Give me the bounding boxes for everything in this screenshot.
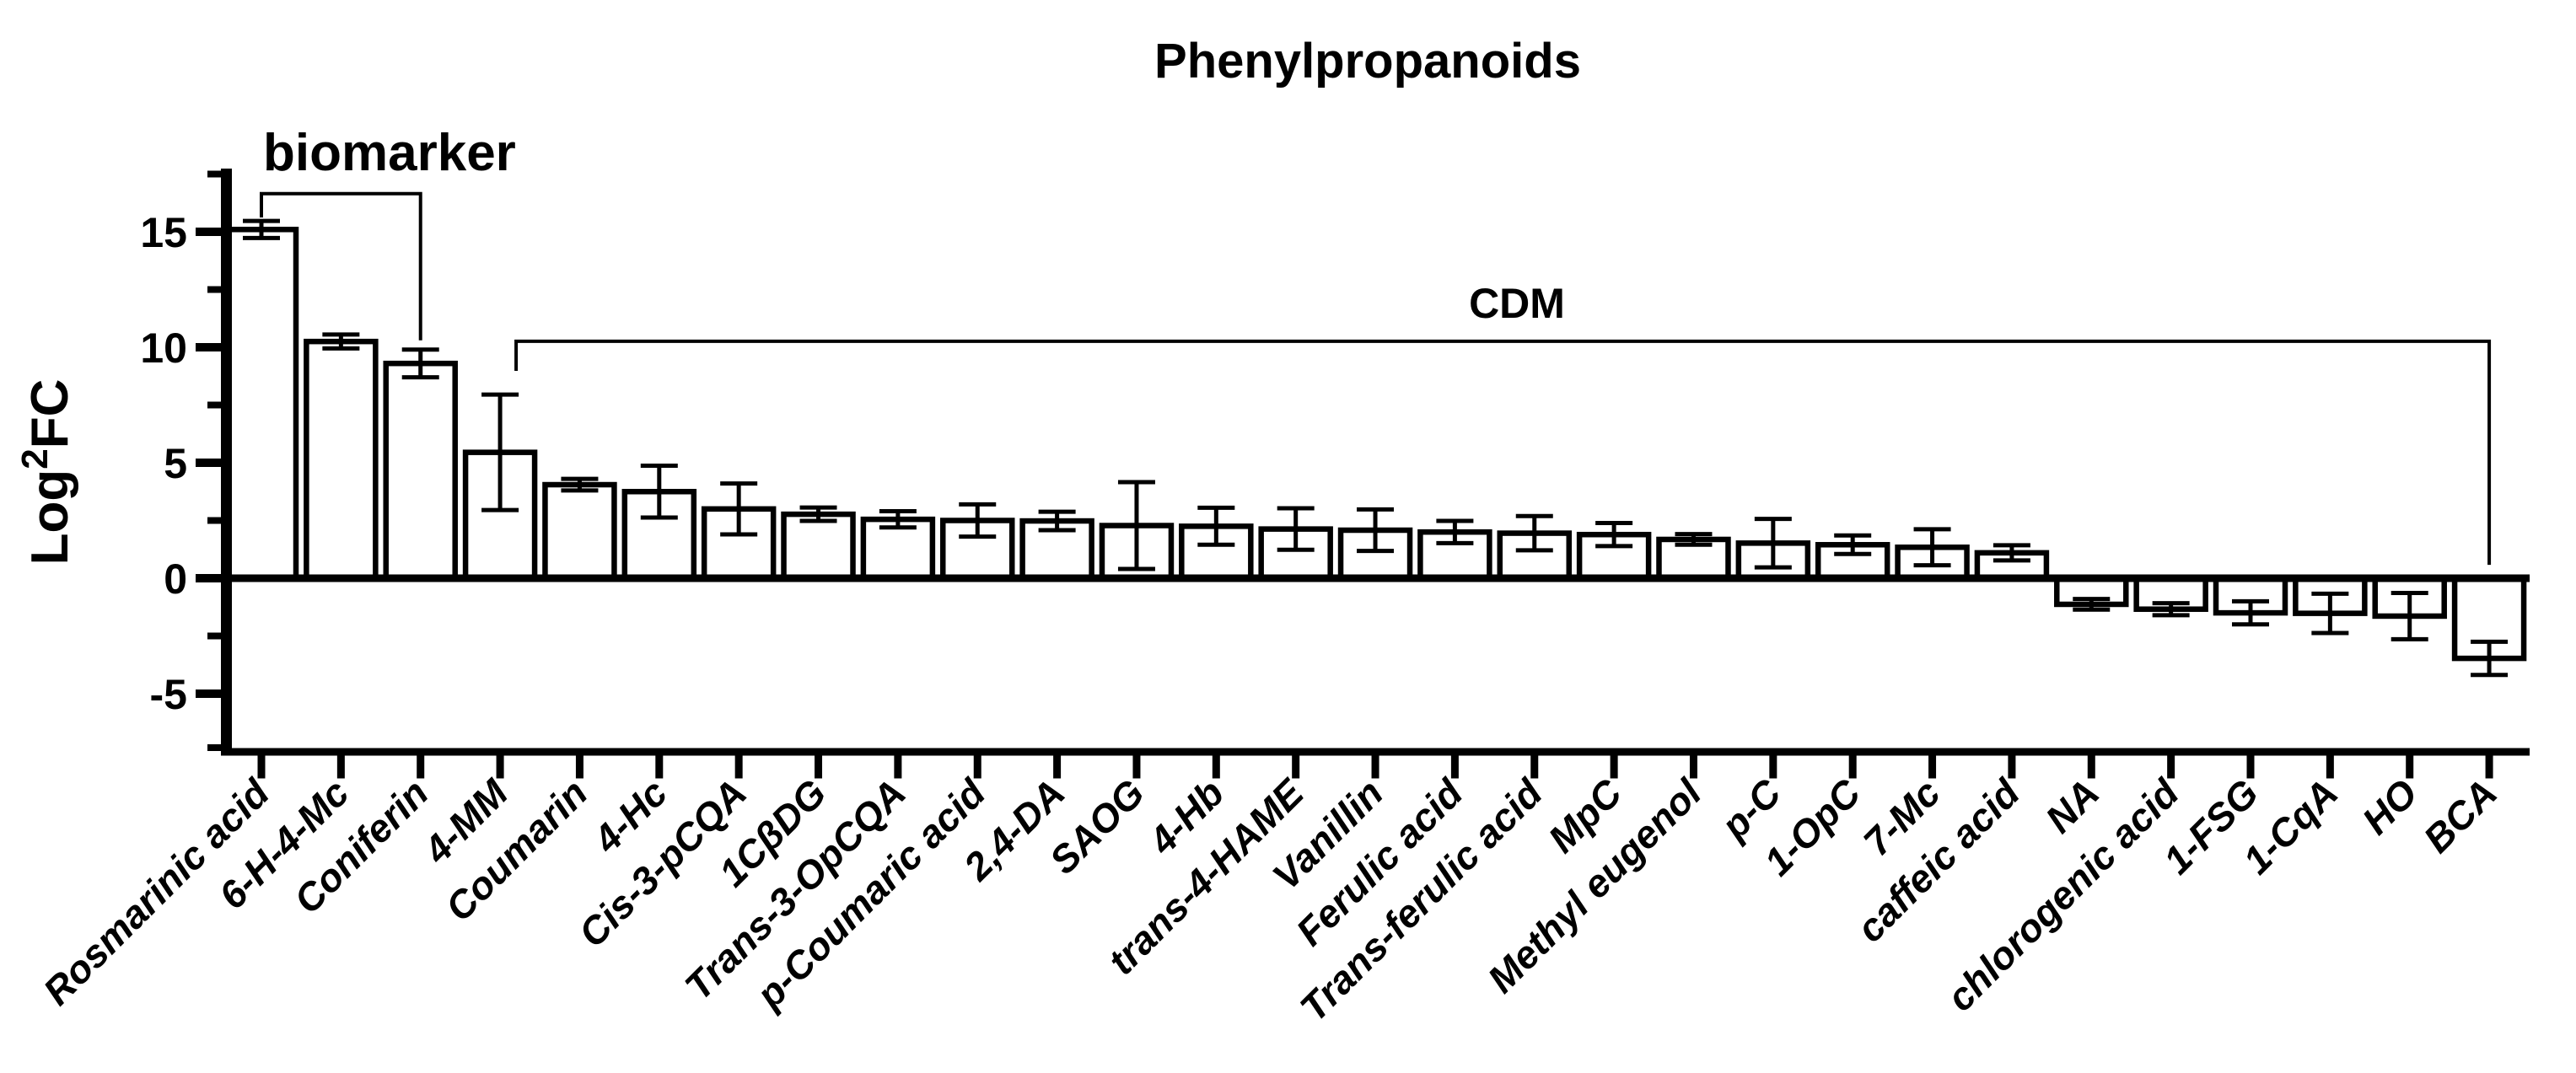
y-axis-title-main: Log — [21, 469, 79, 566]
y-axis-title-rest: FC — [21, 379, 79, 449]
bar-6-H-4-Mc — [304, 338, 379, 582]
biomarker-bracket — [260, 191, 422, 341]
y-tick-label-5: 5 — [164, 440, 187, 487]
biomarker-bracket-label: biomarker — [263, 124, 516, 182]
y-tick-label--5: -5 — [150, 671, 187, 718]
bar-Coniferin — [383, 360, 458, 582]
cdm-bracket-label: CDM — [1469, 280, 1565, 327]
cdm-bracket — [514, 339, 2492, 566]
y-axis-title-superscript: 2 — [14, 448, 56, 469]
x-axis-label-BCA: BCA — [2415, 770, 2505, 861]
bar-Coumarin — [542, 481, 617, 582]
chart-title: Phenylpropanoids — [1154, 34, 1581, 89]
x-axis-label-HO: HO — [2353, 770, 2426, 843]
bar-Rosmarinic acid — [223, 227, 299, 582]
y-axis-line — [221, 169, 232, 752]
y-tick-label-15: 15 — [140, 209, 187, 256]
y-tick-label-0: 0 — [164, 555, 187, 603]
y-tick-label-10: 10 — [140, 325, 187, 372]
y-axis-title: Log2FC — [14, 379, 79, 566]
bar-4-Hc — [621, 489, 697, 582]
bar-1CβDG — [781, 511, 856, 582]
